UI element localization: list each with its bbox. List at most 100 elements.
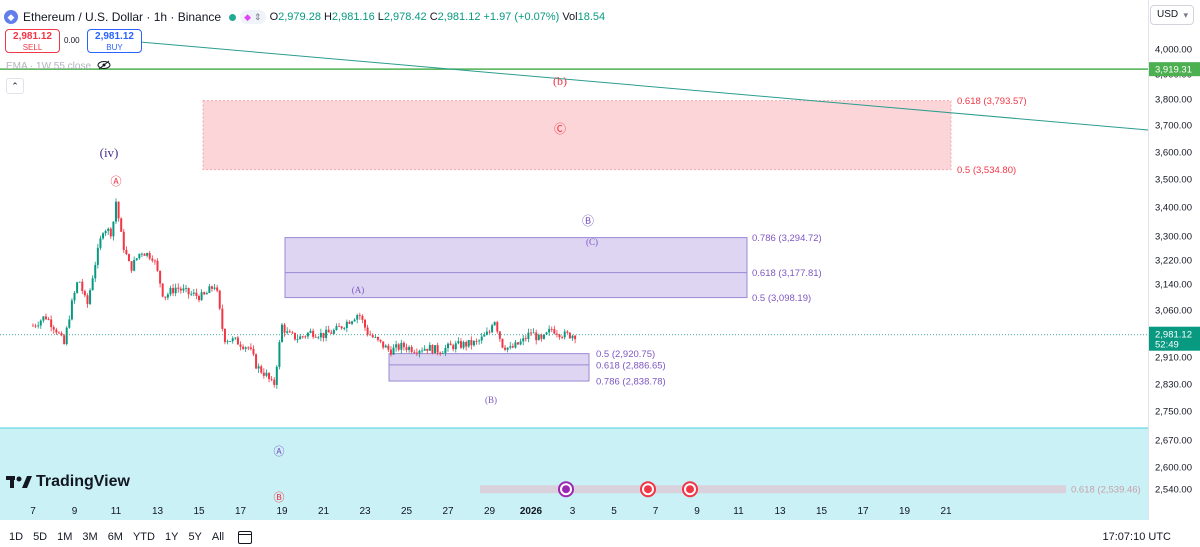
candle xyxy=(281,323,283,343)
tradingview-wordmark: TradingView xyxy=(36,473,130,490)
eye-hidden-icon[interactable] xyxy=(97,60,111,73)
candle xyxy=(488,329,491,334)
candle xyxy=(574,334,577,344)
candle xyxy=(325,326,328,342)
time-tick-label: 2026 xyxy=(520,506,543,517)
candle xyxy=(465,340,468,351)
wave-label-c-paren: (C) xyxy=(586,237,598,247)
candle xyxy=(107,227,110,235)
candle xyxy=(148,250,151,261)
candle xyxy=(335,323,338,331)
time-tick-label: 21 xyxy=(318,506,330,517)
candle xyxy=(174,283,177,297)
timeframe-button-ytd[interactable]: YTD xyxy=(132,531,155,543)
timeframe-button-all[interactable]: All xyxy=(211,531,225,543)
candle xyxy=(454,340,457,353)
candle xyxy=(431,344,434,355)
price-tick-label: 3,300.00 xyxy=(1155,232,1192,243)
candle xyxy=(395,340,398,352)
candle xyxy=(462,340,465,350)
fib-zone-gray xyxy=(480,485,1066,494)
candle xyxy=(172,283,175,297)
utc-clock[interactable]: 17:07:10 UTC xyxy=(1102,531,1171,543)
timeframe-button-1y[interactable]: 1Y xyxy=(164,531,179,543)
candle xyxy=(122,228,125,253)
candle xyxy=(553,325,556,335)
timeframe-button-5y[interactable]: 5Y xyxy=(188,531,202,543)
chevron-up-icon: ⌃ xyxy=(11,81,19,91)
symbol-title[interactable]: Ethereum / U.S. Dollar · 1h · Binance xyxy=(23,10,222,24)
candle xyxy=(527,328,530,343)
candle xyxy=(376,336,379,342)
candle xyxy=(260,364,263,375)
candle xyxy=(304,335,307,339)
sell-button[interactable]: 2,981.12 SELL xyxy=(5,29,60,53)
timeframe-button-5d[interactable]: 5D xyxy=(33,531,48,543)
collapse-legend-button[interactable]: ⌃ xyxy=(6,78,24,94)
chart-area[interactable]: 0.618 (3,793.57) 0.5 (3,534.80) 0.786 (3,2… xyxy=(0,0,1148,520)
candle xyxy=(120,217,123,232)
currency-select[interactable]: USD xyxy=(1150,5,1194,25)
candle xyxy=(278,339,281,370)
candle xyxy=(309,328,312,334)
diamond-icon: ◆ xyxy=(244,11,252,22)
price-axis[interactable]: 4,000.003,900.003,800.003,700.003,600.00… xyxy=(1148,0,1200,520)
tradingview-logo[interactable]: TradingView xyxy=(6,473,130,491)
timeframe-button-6m[interactable]: 6M xyxy=(107,531,123,543)
fib-label: 0.618 (2,539.46) xyxy=(1071,485,1141,496)
buy-button[interactable]: 2,981.12 BUY xyxy=(87,29,142,53)
candle xyxy=(413,349,416,354)
ema-legend[interactable]: EMA · 1W 55 close xyxy=(6,60,111,73)
candle xyxy=(478,339,481,345)
legend-actions[interactable]: ◆ ⇕ xyxy=(240,10,266,24)
candle xyxy=(299,334,302,340)
candle xyxy=(296,334,299,343)
candle xyxy=(348,320,351,325)
price-tick-label: 4,000.00 xyxy=(1155,45,1192,56)
candle xyxy=(319,328,322,342)
candle xyxy=(60,331,63,337)
candle xyxy=(506,347,509,353)
time-tick-label: 17 xyxy=(857,506,869,517)
candle xyxy=(96,243,99,269)
candle xyxy=(265,369,268,378)
wave-label-c-circle-red: Ⓒ xyxy=(554,122,566,136)
fib-label: 0.618 (3,793.57) xyxy=(957,96,1027,107)
spread-value: 0.00 xyxy=(64,36,80,45)
chart-legend: ◆ Ethereum / U.S. Dollar · 1h · Binance … xyxy=(4,8,608,26)
candle xyxy=(37,321,40,329)
candle xyxy=(330,329,333,335)
calendar-icon[interactable] xyxy=(238,530,253,544)
candle xyxy=(389,346,392,357)
time-tick-label: 13 xyxy=(152,506,164,517)
candle xyxy=(153,259,156,265)
candle xyxy=(159,270,162,288)
candle xyxy=(182,284,185,293)
price-tick-label: 3,060.00 xyxy=(1155,306,1192,317)
candle xyxy=(286,327,289,335)
candle xyxy=(345,319,348,333)
candle xyxy=(262,368,265,379)
candle xyxy=(558,333,561,340)
ohlc-key: O xyxy=(269,11,279,23)
timeframe-button-1m[interactable]: 1M xyxy=(57,531,73,543)
candle xyxy=(252,345,255,357)
trend-line xyxy=(139,41,1148,131)
candle xyxy=(187,287,190,299)
candle xyxy=(421,347,424,354)
candle xyxy=(44,313,47,320)
candle xyxy=(102,232,105,240)
candle xyxy=(55,327,58,335)
time-tick-label: 19 xyxy=(899,506,911,517)
timeframe-button-3m[interactable]: 3M xyxy=(82,531,98,543)
candle xyxy=(408,345,411,353)
candle xyxy=(361,314,364,324)
timeframe-button-1d[interactable]: 1D xyxy=(9,531,24,543)
candle xyxy=(426,348,429,355)
candle xyxy=(472,340,475,347)
ema-price-tag xyxy=(1149,62,1200,77)
time-tick-label: 21 xyxy=(940,506,952,517)
chart-canvas[interactable]: 0.618 (3,793.57) 0.5 (3,534.80) 0.786 (3,2… xyxy=(0,0,1148,520)
time-tick-label: 7 xyxy=(653,506,659,517)
time-tick-label: 15 xyxy=(816,506,828,517)
